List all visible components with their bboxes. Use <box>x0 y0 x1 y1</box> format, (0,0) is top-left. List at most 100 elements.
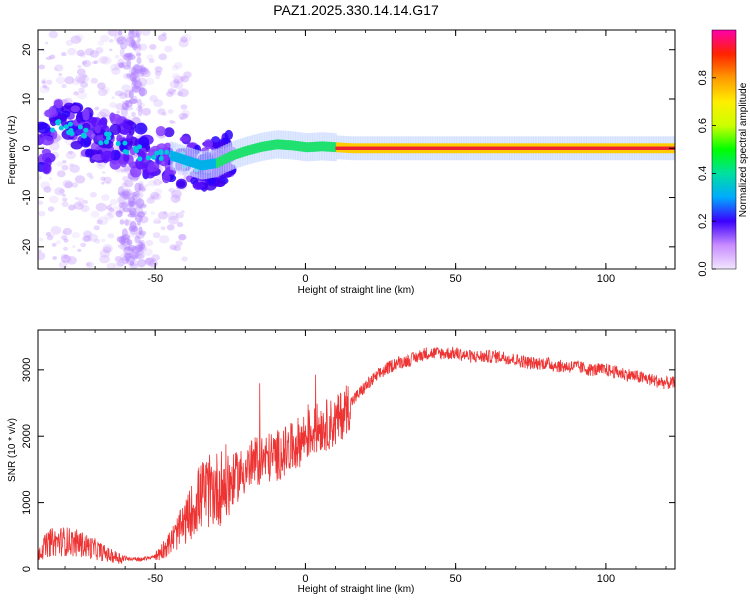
spectrogram-band <box>187 156 191 167</box>
spectrogram-speckle <box>121 228 128 238</box>
spectrogram-speckle <box>40 181 51 190</box>
spectrogram-speckle <box>108 203 113 207</box>
spectrogram-band <box>239 147 244 158</box>
snr-frame <box>37 329 676 570</box>
spectrogram-band-core <box>609 146 613 150</box>
spectrogram-speckle <box>45 57 49 60</box>
spectrogram-speckle <box>130 176 139 182</box>
spectrogram-band-core <box>337 146 342 150</box>
spectrogram-speckle <box>54 67 58 71</box>
spectrogram-speckle <box>139 102 146 107</box>
spectrogram-peak <box>158 155 164 161</box>
spectrogram-band-core <box>506 146 510 150</box>
spectrogram-band <box>184 155 188 166</box>
spectrogram-speckle <box>174 196 181 202</box>
spectrogram-speckle <box>138 226 143 235</box>
spectrogram-blob <box>123 153 130 163</box>
spectrogram-band-core <box>443 146 447 150</box>
spectrogram-band-core <box>491 146 495 150</box>
spectrogram-frame <box>37 29 676 270</box>
spectrogram-speckle <box>133 63 140 72</box>
spectrogram-speckle <box>128 197 136 204</box>
spectrogram-speckle <box>141 69 151 78</box>
colorbar-gradient <box>711 29 737 270</box>
spectrogram-speckle <box>138 181 144 187</box>
spectrogram-band <box>268 140 272 151</box>
spectrogram-speckle <box>148 195 155 201</box>
spectrogram-band <box>249 144 253 155</box>
spectrogram-band-core <box>561 146 565 150</box>
spectrogram-speckle <box>111 67 121 75</box>
spectrogram-band <box>321 141 325 152</box>
spectrogram-band <box>314 141 318 152</box>
spectrogram-speckle <box>101 86 110 94</box>
spectrogram-speckle <box>178 233 187 241</box>
spectrogram-band-core <box>349 146 354 150</box>
spectrogram-speckle <box>135 44 142 50</box>
spectrogram-speckle <box>166 224 175 231</box>
spectrogram-band <box>227 151 232 162</box>
spectrogram-speckle <box>172 121 176 124</box>
spectrogram-speckle <box>173 78 180 84</box>
spectrogram-speckle <box>95 202 107 212</box>
spectrogram-speckle <box>123 179 134 188</box>
spectrogram-speckle <box>77 91 88 100</box>
spectrogram-band-core <box>388 146 392 150</box>
spectrogram-speckle <box>140 64 145 68</box>
spectrogram-band-core <box>366 146 370 150</box>
spectrogram-blob <box>224 129 233 141</box>
spectrogram-speckle <box>134 70 142 75</box>
spectrogram-speckle <box>124 99 129 108</box>
spectrogram-speckle <box>137 203 147 208</box>
spectrogram-band-core <box>633 146 637 150</box>
spectrogram-speckle <box>124 165 131 171</box>
spectrogram-band <box>172 151 176 162</box>
spectrogram-speckle <box>152 232 161 239</box>
spectrogram-peak <box>137 156 143 162</box>
spectrogram-speckle <box>42 78 47 82</box>
spectrogram-speckle <box>153 99 164 108</box>
spectrogram-speckle <box>99 249 110 258</box>
spectrogram-band-core <box>450 146 455 150</box>
spectrogram-speckle <box>119 235 126 245</box>
spectrogram-ylabel: Frequency (Hz) <box>7 116 18 185</box>
spectrogram-band-core <box>446 146 450 150</box>
colorbar-tick-label: 0.4 <box>697 166 709 181</box>
spectrogram-band <box>191 157 196 168</box>
spectrogram-speckle <box>180 116 184 120</box>
spectrogram-band-core <box>479 146 483 150</box>
spectrogram-speckle <box>138 230 147 236</box>
spectrogram-band <box>254 143 258 154</box>
spectrogram-blob <box>48 105 57 116</box>
spectrogram-band-core <box>510 146 515 150</box>
spectrogram-speckle <box>97 216 109 226</box>
spectrogram-peak <box>122 140 128 146</box>
spectrogram-speckle <box>128 200 135 208</box>
spectrogram-speckle <box>61 193 66 197</box>
spectrogram-speckle <box>93 225 100 231</box>
spectrogram-peak <box>50 127 56 133</box>
spectrogram-ytick-label: -10 <box>21 190 33 206</box>
spectrogram-band <box>316 141 321 152</box>
spectrogram-band <box>287 140 292 151</box>
snr-ytick-label: 2000 <box>21 424 33 448</box>
spectrogram-speckle <box>77 197 85 203</box>
spectrogram-speckle <box>85 261 94 268</box>
spectrogram-speckle <box>106 211 112 216</box>
spectrogram-speckle <box>138 183 144 191</box>
spectrogram-speckle <box>161 112 167 116</box>
spectrogram-blob <box>40 135 54 146</box>
spectrogram-band-core <box>631 146 635 150</box>
spectrogram-band-core <box>347 146 351 150</box>
spectrogram-band-core <box>544 146 548 150</box>
spectrogram-band <box>280 139 284 150</box>
spectrogram-band <box>213 158 217 169</box>
spectrogram-band-core <box>376 146 380 150</box>
spectrogram-speckle <box>130 251 141 260</box>
spectrogram-speckle <box>82 199 89 205</box>
spectrogram-band <box>208 159 212 170</box>
spectrogram-band <box>331 142 335 152</box>
spectrogram-band <box>196 159 200 170</box>
spectrogram-speckle <box>129 252 139 260</box>
